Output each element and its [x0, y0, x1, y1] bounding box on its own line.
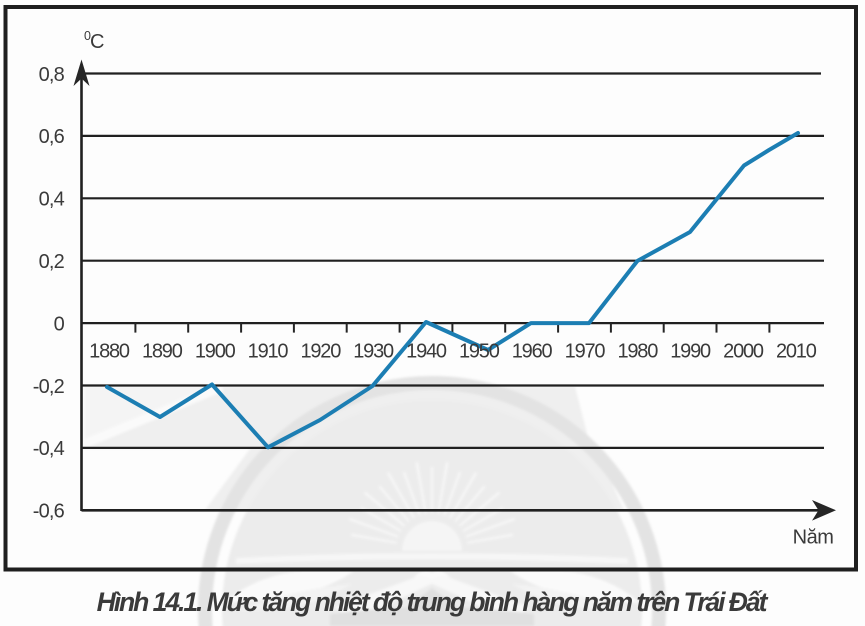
svg-text:1960: 1960	[512, 341, 553, 363]
svg-text:1910: 1910	[248, 341, 289, 363]
svg-text:1930: 1930	[353, 341, 394, 363]
svg-text:1880: 1880	[89, 341, 130, 363]
svg-text:1950: 1950	[459, 341, 500, 363]
svg-text:Hình 14.1. Mức tăng nhiệt độ t: Hình 14.1. Mức tăng nhiệt độ trung bình …	[97, 587, 769, 617]
svg-text:0,6: 0,6	[39, 126, 65, 148]
svg-text:0,2: 0,2	[39, 251, 65, 273]
svg-text:1980: 1980	[617, 341, 658, 363]
svg-text:1970: 1970	[565, 341, 606, 363]
svg-text:1990: 1990	[670, 341, 711, 363]
svg-text:1940: 1940	[406, 341, 447, 363]
svg-text:0,8: 0,8	[39, 64, 65, 86]
svg-text:-0,6: -0,6	[33, 501, 65, 523]
svg-text:2000: 2000	[723, 341, 764, 363]
svg-text:-0,4: -0,4	[33, 438, 65, 460]
svg-text:1920: 1920	[300, 341, 341, 363]
svg-text:0,4: 0,4	[39, 189, 65, 211]
svg-text:0: 0	[84, 29, 91, 43]
svg-text:-0,2: -0,2	[33, 376, 65, 398]
svg-text:0: 0	[54, 313, 65, 335]
svg-text:1900: 1900	[195, 341, 236, 363]
svg-text:C: C	[90, 31, 104, 53]
svg-text:Năm: Năm	[793, 527, 834, 549]
svg-text:1890: 1890	[142, 341, 183, 363]
svg-text:2010: 2010	[776, 341, 817, 363]
